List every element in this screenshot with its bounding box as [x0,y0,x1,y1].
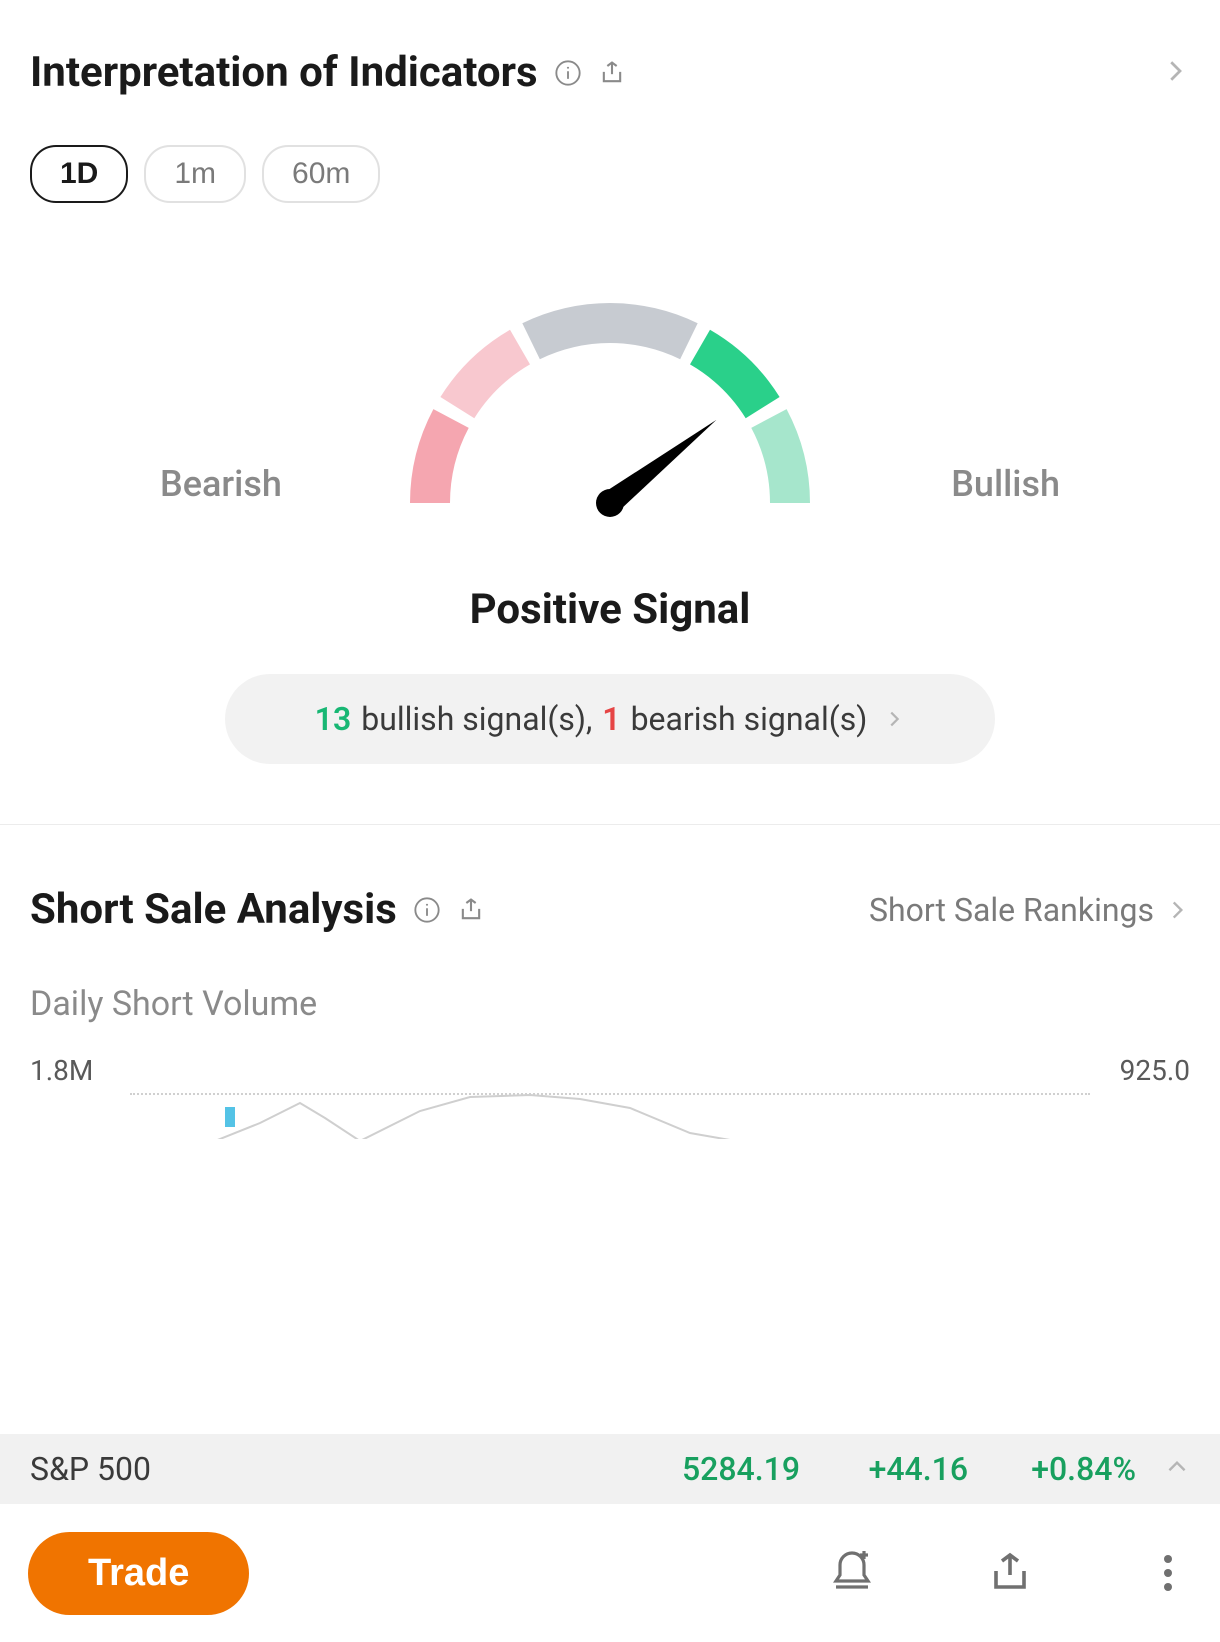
gauge: Bearish Bullish Positive Signal 13 bulli… [30,293,1190,764]
gauge-label-bearish: Bearish [160,463,282,505]
share-icon[interactable] [986,1549,1034,1597]
index-change: +44.16 [828,1450,968,1488]
indicators-header: Interpretation of Indicators [30,48,1190,97]
short-sale-rankings-link[interactable]: Short Sale Rankings [869,891,1190,929]
index-price: 5284.19 [660,1450,800,1488]
tab-60m[interactable]: 60m [262,145,380,203]
short-sale-header: Short Sale Analysis Short Sale Rankings [30,885,1190,934]
share-icon[interactable] [457,896,485,924]
tab-1m[interactable]: 1m [144,145,246,203]
info-icon[interactable] [554,59,582,87]
bullish-count: 13 [315,700,352,738]
bearish-text: bearish signal(s) [631,700,868,738]
index-pct: +0.84% [996,1450,1136,1488]
pill-chevron-icon [883,700,905,738]
info-icon[interactable] [413,896,441,924]
chevron-up-icon [1164,1450,1190,1488]
chevron-right-icon[interactable] [1160,56,1190,90]
bottom-bar: Trade [0,1504,1220,1642]
more-icon[interactable] [1144,1549,1192,1597]
signal-title: Positive Signal [470,585,751,634]
bell-icon[interactable] [828,1549,876,1597]
index-name: S&P 500 [30,1450,632,1488]
signal-pill[interactable]: 13 bullish signal(s), 1 bearish signal(s… [225,674,995,764]
tab-1d[interactable]: 1D [30,145,128,203]
short-sale-section: Short Sale Analysis Short Sale Rankings … [0,825,1220,1143]
trade-button[interactable]: Trade [28,1532,249,1615]
short-sale-title: Short Sale Analysis [30,885,397,934]
timeframe-tabs: 1D 1m 60m [30,145,1190,203]
short-volume-chart [30,1103,1190,1143]
short-sale-subtitle: Daily Short Volume [30,984,1190,1024]
gauge-labels: Bearish Bullish [30,463,1190,505]
short-sale-rankings-label: Short Sale Rankings [869,891,1154,929]
short-chart-svg [30,1079,1190,1139]
share-icon[interactable] [598,59,626,87]
indicators-section: Interpretation of Indicators 1D 1m 60m B… [0,0,1220,824]
index-bar[interactable]: S&P 500 5284.19 +44.16 +0.84% [0,1434,1220,1504]
gauge-label-bullish: Bullish [951,463,1060,505]
indicators-title: Interpretation of Indicators [30,48,538,97]
bullish-text: bullish signal(s), [361,700,592,738]
bearish-count: 1 [602,700,620,738]
